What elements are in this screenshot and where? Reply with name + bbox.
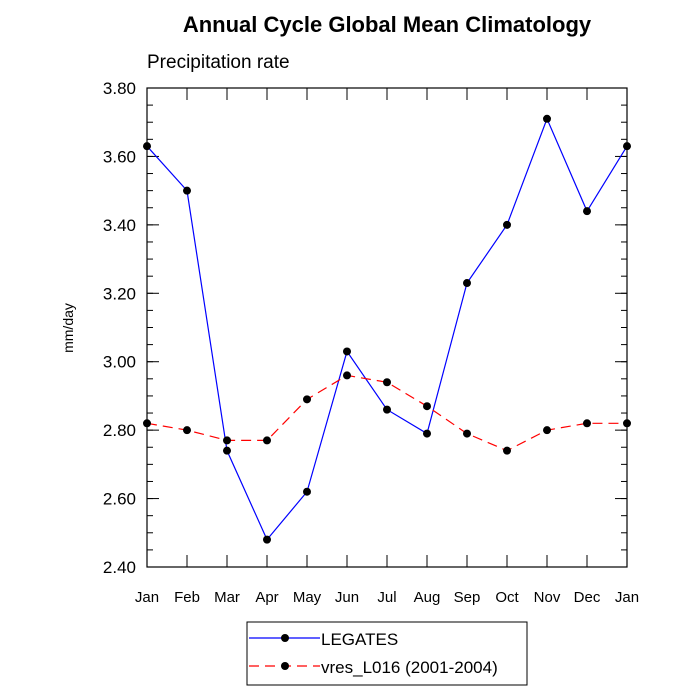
x-tick-label: Sep — [454, 589, 481, 606]
y-tick-label: 2.60 — [103, 490, 136, 509]
y-tick-labels: 2.40 2.60 2.80 3.00 3.20 3.40 3.60 3.80 — [103, 79, 136, 577]
x-tick-label: Dec — [574, 589, 601, 606]
data-point — [463, 429, 471, 438]
x-tick-labels: Jan Feb Mar Apr May Jun Jul Aug Sep Oct Nov Dec Jan — [135, 589, 639, 606]
chart-title: Annual Cycle Global Mean Climatology — [183, 12, 592, 37]
legend-marker — [281, 662, 289, 670]
y-tick-label: 3.40 — [103, 216, 136, 235]
data-point — [303, 487, 311, 496]
major-ticks — [146, 87, 628, 568]
y-tick-label: 2.40 — [103, 558, 136, 577]
data-point — [543, 426, 551, 435]
legend-items: LEGATES vres_L016 (2001-2004) — [249, 630, 498, 677]
data-point — [383, 378, 391, 387]
legend-label: LEGATES — [321, 630, 398, 649]
data-point — [343, 347, 351, 356]
series-1 — [143, 114, 631, 544]
data-point — [343, 371, 351, 380]
x-tick-label: Jan — [135, 589, 159, 606]
x-tick-label: May — [293, 589, 322, 606]
data-point — [183, 426, 191, 435]
data-point — [263, 436, 271, 445]
data-point — [183, 186, 191, 195]
x-tick-label: Jul — [377, 589, 396, 606]
data-point — [463, 279, 471, 288]
data-point — [223, 436, 231, 445]
legend-label: vres_L016 (2001-2004) — [321, 658, 498, 677]
x-tick-label: Nov — [534, 589, 561, 606]
y-tick-label: 3.60 — [103, 147, 136, 166]
data-point — [263, 535, 271, 544]
minor-ticks — [147, 87, 627, 568]
data-point — [223, 446, 231, 455]
data-point — [383, 405, 391, 414]
series-line — [146, 117, 628, 541]
data-point — [503, 220, 511, 229]
x-tick-label: Jan — [615, 589, 639, 606]
data-point — [583, 419, 591, 428]
x-tick-label: Apr — [255, 589, 278, 606]
x-tick-label: Jun — [335, 589, 359, 606]
y-tick-label: 2.80 — [103, 421, 136, 440]
x-tick-label: Aug — [414, 589, 441, 606]
series-2 — [143, 371, 631, 455]
legend: LEGATES vres_L016 (2001-2004) — [246, 621, 528, 686]
y-tick-label: 3.00 — [103, 353, 136, 372]
plot-frame — [146, 87, 628, 568]
x-tick-label: Feb — [174, 589, 200, 606]
y-tick-label: 3.80 — [103, 79, 136, 98]
data-point — [583, 207, 591, 216]
y-axis-label: mm/day — [60, 303, 76, 353]
data-point — [303, 395, 311, 404]
y-tick-label: 3.20 — [103, 284, 136, 303]
x-tick-label: Mar — [214, 589, 240, 606]
chart-subtitle: Precipitation rate — [147, 52, 290, 73]
legend-box — [246, 621, 528, 686]
x-tick-label: Oct — [495, 589, 519, 606]
data-point — [423, 429, 431, 438]
series-layer — [143, 114, 631, 544]
data-point — [423, 402, 431, 411]
data-point — [543, 114, 551, 123]
data-point — [503, 446, 511, 455]
legend-marker — [281, 634, 289, 642]
